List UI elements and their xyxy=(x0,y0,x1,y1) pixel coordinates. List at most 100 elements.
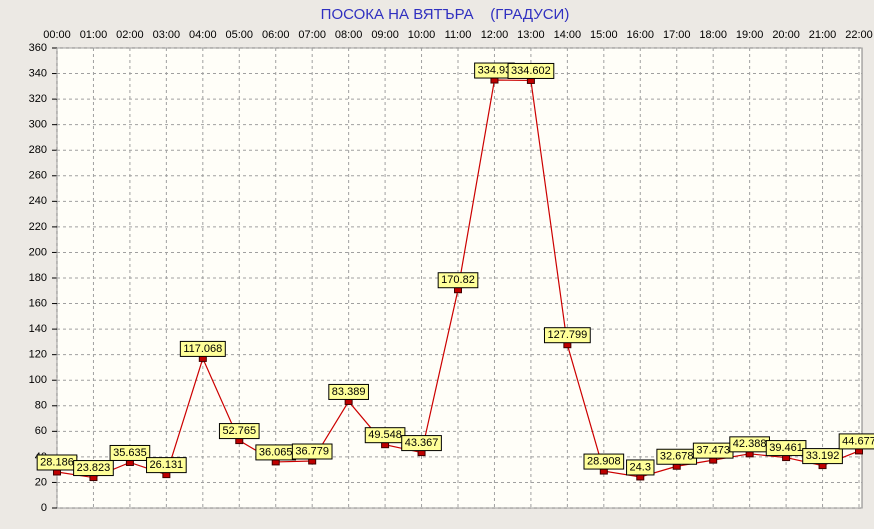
x-tick-label: 06:00 xyxy=(262,29,290,41)
data-label-text: 52.765 xyxy=(222,425,256,437)
x-tick-label: 11:00 xyxy=(445,29,472,41)
y-tick-label: 280 xyxy=(29,144,47,156)
x-tick-label: 10:00 xyxy=(408,29,436,41)
data-label-text: 39.461 xyxy=(769,442,803,454)
data-label-text: 28.186 xyxy=(40,456,74,468)
data-label: 44.677 xyxy=(838,433,874,450)
x-tick-label: 19:00 xyxy=(736,29,764,41)
data-label: 32.678 xyxy=(656,448,698,465)
x-tick-label: 01:00 xyxy=(80,29,108,41)
data-label: 35.635 xyxy=(109,444,151,461)
data-label-box xyxy=(543,327,591,344)
data-label-text: 117.068 xyxy=(183,343,222,355)
data-label: 37.473 xyxy=(692,442,734,459)
chart-title: ПОСОКА НА ВЯТЪРА (ГРАДУСИ) xyxy=(321,6,570,23)
data-label-text: 170.82 xyxy=(441,274,475,286)
y-tick-label: 220 xyxy=(29,221,47,233)
x-tick-label: 09:00 xyxy=(371,29,399,41)
data-label-box xyxy=(838,433,874,450)
x-tick-label: 12:00 xyxy=(481,29,509,41)
y-tick-label: 180 xyxy=(29,272,47,284)
data-label-text: 37.473 xyxy=(696,445,730,457)
data-label-text: 26.131 xyxy=(150,459,184,471)
y-tick-label: 300 xyxy=(29,119,47,131)
y-tick-label: 0 xyxy=(41,502,47,514)
data-label-box xyxy=(802,448,843,465)
data-label-box xyxy=(765,440,807,457)
y-tick-label: 200 xyxy=(29,246,47,258)
data-label-box xyxy=(218,423,260,440)
data-label-box xyxy=(583,453,625,470)
x-tick-label: 05:00 xyxy=(226,29,254,41)
x-tick-label: 16:00 xyxy=(627,29,655,41)
data-label-box xyxy=(401,435,442,452)
data-label-text: 127.799 xyxy=(547,329,587,341)
data-label: 33.192 xyxy=(802,448,843,465)
data-label: 334.93 xyxy=(474,62,515,79)
data-label-text: 24.3 xyxy=(630,461,651,473)
x-tick-label: 20:00 xyxy=(772,29,800,41)
data-label-text: 23.823 xyxy=(77,462,111,474)
data-label: 36.065 xyxy=(255,444,297,461)
y-tick-label: 360 xyxy=(29,42,47,54)
data-label-text: 36.779 xyxy=(295,445,329,457)
data-label-box xyxy=(626,459,655,476)
x-tick-label: 15:00 xyxy=(590,29,618,41)
x-tick-label: 13:00 xyxy=(517,29,545,41)
data-label-text: 35.635 xyxy=(113,447,147,459)
x-tick-label: 21:00 xyxy=(809,29,837,41)
data-label-box xyxy=(146,457,187,474)
y-tick-label: 160 xyxy=(29,297,47,309)
data-label: 28.908 xyxy=(583,453,625,470)
data-label: 43.367 xyxy=(401,435,442,452)
data-label-text: 28.908 xyxy=(587,455,621,467)
x-tick-label: 14:00 xyxy=(554,29,582,41)
data-label: 24.3 xyxy=(626,459,655,476)
y-tick-label: 80 xyxy=(35,400,47,412)
data-label-text: 44.677 xyxy=(842,435,874,447)
y-tick-label: 60 xyxy=(35,425,47,437)
data-label: 23.823 xyxy=(73,460,114,477)
data-label: 170.82 xyxy=(437,272,479,289)
data-label-text: 36.065 xyxy=(259,446,293,458)
data-label: 334.602 xyxy=(507,62,555,79)
data-label-box xyxy=(437,272,479,289)
data-label: 26.131 xyxy=(146,457,187,474)
data-label: 83.389 xyxy=(328,383,369,400)
data-label-text: 83.389 xyxy=(332,386,366,398)
y-tick-label: 120 xyxy=(29,349,47,361)
x-tick-label: 22:00 xyxy=(845,29,873,41)
x-tick-label: 07:00 xyxy=(298,29,326,41)
y-tick-label: 320 xyxy=(29,93,47,105)
x-tick-label: 18:00 xyxy=(699,29,727,41)
data-label: 36.779 xyxy=(291,443,333,460)
y-tick-label: 340 xyxy=(29,67,47,79)
y-tick-label: 240 xyxy=(29,195,47,207)
data-label: 49.548 xyxy=(364,427,406,444)
data-label-text: 334.602 xyxy=(511,65,551,77)
data-label-box xyxy=(73,460,114,477)
data-label-text: 33.192 xyxy=(806,450,840,462)
data-label: 127.799 xyxy=(543,327,591,344)
data-label: 52.765 xyxy=(218,423,260,440)
y-tick-label: 20 xyxy=(35,476,47,488)
data-label-box xyxy=(179,340,226,357)
data-label: 28.186 xyxy=(36,454,78,471)
y-tick-label: 140 xyxy=(29,323,47,335)
y-tick-label: 260 xyxy=(29,170,47,182)
data-label-box xyxy=(507,62,555,79)
data-label-text: 42.388 xyxy=(733,438,767,450)
data-label-box xyxy=(109,444,151,461)
data-label: 42.388 xyxy=(729,436,770,453)
data-label: 117.068 xyxy=(179,340,226,357)
data-label-box xyxy=(328,383,369,400)
x-tick-label: 08:00 xyxy=(335,29,363,41)
x-tick-label: 00:00 xyxy=(43,29,71,41)
x-tick-label: 17:00 xyxy=(663,29,691,41)
data-label-text: 49.548 xyxy=(368,429,402,441)
data-label-text: 43.367 xyxy=(405,437,439,449)
x-tick-label: 04:00 xyxy=(189,29,217,41)
x-tick-label: 02:00 xyxy=(116,29,144,41)
